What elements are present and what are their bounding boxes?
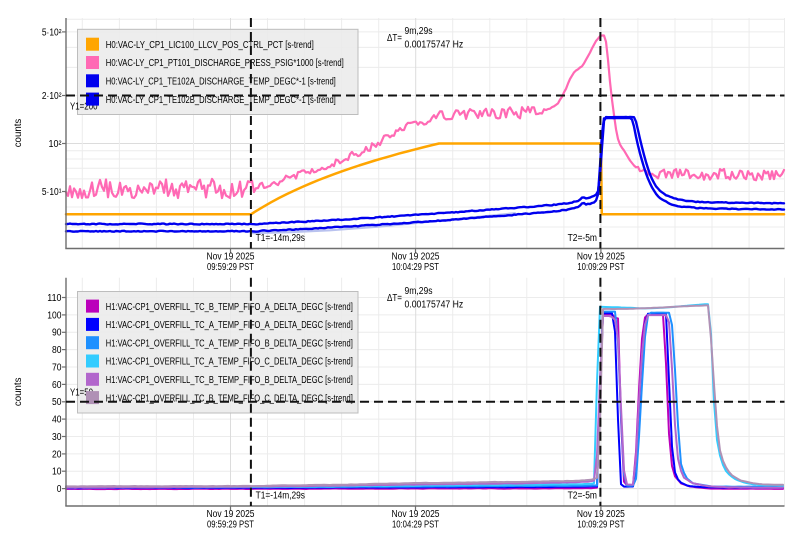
svg-text:Nov 19 2025: Nov 19 2025: [577, 509, 625, 520]
svg-text:T1=-14m,29s: T1=-14m,29s: [256, 233, 306, 244]
svg-text:H0:VAC-LY_CP1_LIC100_LLCV_POS_: H0:VAC-LY_CP1_LIC100_LLCV_POS_CTRL_PCT […: [106, 40, 314, 51]
svg-text:Nov 19 2025: Nov 19 2025: [392, 251, 440, 262]
svg-text:H1:VAC-CP1_OVERFILL_TC_B_TEMP_: H1:VAC-CP1_OVERFILL_TC_B_TEMP_FIFO_C_DEL…: [106, 393, 353, 404]
svg-text:H1:VAC-CP1_OVERFILL_TC_A_TEMP_: H1:VAC-CP1_OVERFILL_TC_A_TEMP_FIFO_A_DEL…: [106, 320, 353, 331]
svg-text:09:59:29 PST: 09:59:29 PST: [207, 520, 254, 531]
svg-text:20: 20: [52, 449, 62, 460]
svg-text:90: 90: [52, 328, 62, 339]
svg-text:counts: counts: [13, 377, 24, 406]
svg-text:0.00175747 Hz: 0.00175747 Hz: [405, 40, 464, 51]
svg-text:10:04:29 PST: 10:04:29 PST: [392, 262, 439, 273]
svg-text:0.00175747 Hz: 0.00175747 Hz: [405, 300, 464, 311]
svg-text:40: 40: [52, 415, 62, 426]
svg-text:ΔT=: ΔT=: [387, 33, 402, 44]
svg-text:09:59:29 PST: 09:59:29 PST: [207, 262, 254, 273]
svg-text:H1:VAC-CP1_OVERFILL_TC_A_TEMP_: H1:VAC-CP1_OVERFILL_TC_A_TEMP_FIFO_C_DEL…: [106, 357, 353, 368]
svg-text:10²: 10²: [49, 139, 63, 150]
svg-text:9m,29s: 9m,29s: [405, 26, 433, 37]
svg-text:100: 100: [47, 310, 62, 321]
svg-text:10:09:29 PST: 10:09:29 PST: [577, 262, 624, 273]
svg-text:5·10²: 5·10²: [42, 27, 62, 38]
svg-text:Y1=200: Y1=200: [70, 101, 98, 112]
svg-text:Nov 19 2025: Nov 19 2025: [207, 251, 255, 262]
svg-text:H0:VAC-LY_CP1_TE102B_DISCHARGE: H0:VAC-LY_CP1_TE102B_DISCHARGE_TEMP_DEGC…: [106, 95, 336, 106]
svg-text:10:09:29 PST: 10:09:29 PST: [577, 520, 624, 531]
svg-text:H0:VAC-LY_CP1_PT101_DISCHARGE_: H0:VAC-LY_CP1_PT101_DISCHARGE_PRESS_PSIG…: [106, 58, 344, 69]
svg-text:80: 80: [52, 345, 62, 356]
svg-text:110: 110: [47, 293, 62, 304]
svg-text:H1:VAC-CP1_OVERFILL_TC_A_TEMP_: H1:VAC-CP1_OVERFILL_TC_A_TEMP_FIFO_B_DEL…: [106, 338, 353, 349]
svg-text:70: 70: [52, 362, 62, 373]
svg-text:10: 10: [52, 467, 62, 478]
svg-text:60: 60: [52, 380, 62, 391]
svg-text:5·10¹: 5·10¹: [42, 187, 62, 198]
svg-text:ΔT=: ΔT=: [387, 293, 402, 304]
svg-text:H1:VAC-CP1_OVERFILL_TC_B_TEMP_: H1:VAC-CP1_OVERFILL_TC_B_TEMP_FIFO_B_DEL…: [106, 375, 353, 386]
svg-text:T1=-14m,29s: T1=-14m,29s: [256, 491, 306, 502]
svg-text:2·10²: 2·10²: [42, 91, 62, 102]
svg-text:H1:VAC-CP1_OVERFILL_TC_B_TEMP_: H1:VAC-CP1_OVERFILL_TC_B_TEMP_FIFO_A_DEL…: [106, 302, 353, 313]
svg-text:0: 0: [57, 484, 62, 495]
svg-text:50: 50: [52, 397, 62, 408]
svg-text:Nov 19 2025: Nov 19 2025: [392, 509, 440, 520]
svg-text:H0:VAC-LY_CP1_TE102A_DISCHARGE: H0:VAC-LY_CP1_TE102A_DISCHARGE_TEMP_DEGC…: [106, 77, 336, 88]
svg-text:Y1=50: Y1=50: [70, 388, 93, 399]
svg-text:Nov 19 2025: Nov 19 2025: [207, 509, 255, 520]
svg-text:T2=-5m: T2=-5m: [568, 491, 597, 502]
svg-text:30: 30: [52, 432, 62, 443]
svg-text:10:04:29 PST: 10:04:29 PST: [392, 520, 439, 531]
svg-text:9m,29s: 9m,29s: [405, 286, 433, 297]
svg-text:T2=-5m: T2=-5m: [568, 233, 597, 244]
svg-text:counts: counts: [13, 119, 24, 148]
svg-text:Nov 19 2025: Nov 19 2025: [577, 251, 625, 262]
